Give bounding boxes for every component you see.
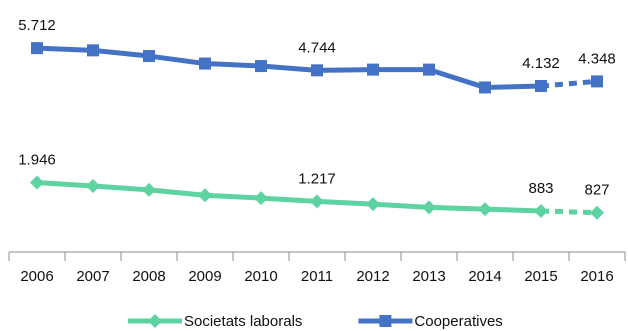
- legend-label: Cooperatives: [414, 313, 502, 330]
- x-tick-label: 2008: [132, 268, 165, 285]
- data-label: 1.217: [298, 170, 336, 187]
- data-point: [367, 63, 379, 76]
- data-point: [199, 57, 211, 70]
- legend-item: Societats laborals: [128, 313, 302, 330]
- data-point: [143, 50, 155, 63]
- series-group: [30, 42, 604, 220]
- data-point: [366, 197, 380, 212]
- x-tick-label: 2007: [76, 268, 109, 285]
- data-point: [478, 202, 492, 217]
- series-line: [36, 45, 542, 90]
- data-label: 4.132: [522, 55, 560, 72]
- data-point: [87, 44, 99, 57]
- data-point: [30, 175, 44, 190]
- data-point: [254, 191, 268, 206]
- data-label: 883: [528, 180, 553, 197]
- series-line-projection: [540, 208, 598, 216]
- x-tick-label: 2015: [524, 268, 557, 285]
- data-point: [422, 200, 436, 215]
- series-societats-laborals: [30, 175, 604, 220]
- x-tick-label: 2013: [412, 268, 445, 285]
- data-point: [379, 315, 392, 327]
- data-label: 827: [584, 182, 609, 199]
- data-point: [310, 194, 324, 209]
- legend-label: Societats laborals: [184, 313, 302, 330]
- x-tick-label: 2009: [188, 268, 221, 285]
- data-point: [311, 64, 323, 77]
- x-tick-label: 2011: [301, 268, 333, 285]
- data-point: [591, 75, 603, 88]
- data-point: [86, 178, 100, 193]
- data-point: [255, 60, 267, 73]
- data-point: [148, 314, 162, 328]
- data-point: [142, 182, 156, 197]
- data-label: 5.712: [18, 17, 56, 34]
- series-line: [36, 180, 542, 214]
- data-point: [535, 80, 547, 93]
- series-cooperatives: [31, 42, 603, 94]
- series-line-projection: [540, 78, 598, 89]
- data-point: [31, 42, 43, 55]
- data-label: 4.348: [578, 50, 616, 67]
- x-tick-label: 2012: [356, 268, 389, 285]
- x-tick-label: 2010: [244, 268, 277, 285]
- x-tick-label: 2014: [468, 268, 501, 285]
- data-point: [423, 63, 435, 76]
- x-axis: 2006 2007 2008 2009 2010 2011 2012 2013 2014 2015…: [8, 251, 626, 285]
- data-point: [198, 188, 212, 203]
- x-tick-label: 2006: [20, 268, 53, 285]
- data-point: [590, 205, 604, 220]
- data-label: 4.744: [298, 39, 336, 56]
- legend: Societats laborals Cooperatives: [128, 313, 503, 330]
- data-point: [534, 203, 548, 218]
- data-label: 1.946: [18, 152, 56, 169]
- x-tick-label: 2016: [580, 268, 613, 285]
- data-point: [479, 81, 491, 94]
- data-labels: 5.712 4.744 4.132 4.348 1.946 1.217 883 827: [18, 17, 616, 199]
- legend-item: Cooperatives: [358, 313, 503, 330]
